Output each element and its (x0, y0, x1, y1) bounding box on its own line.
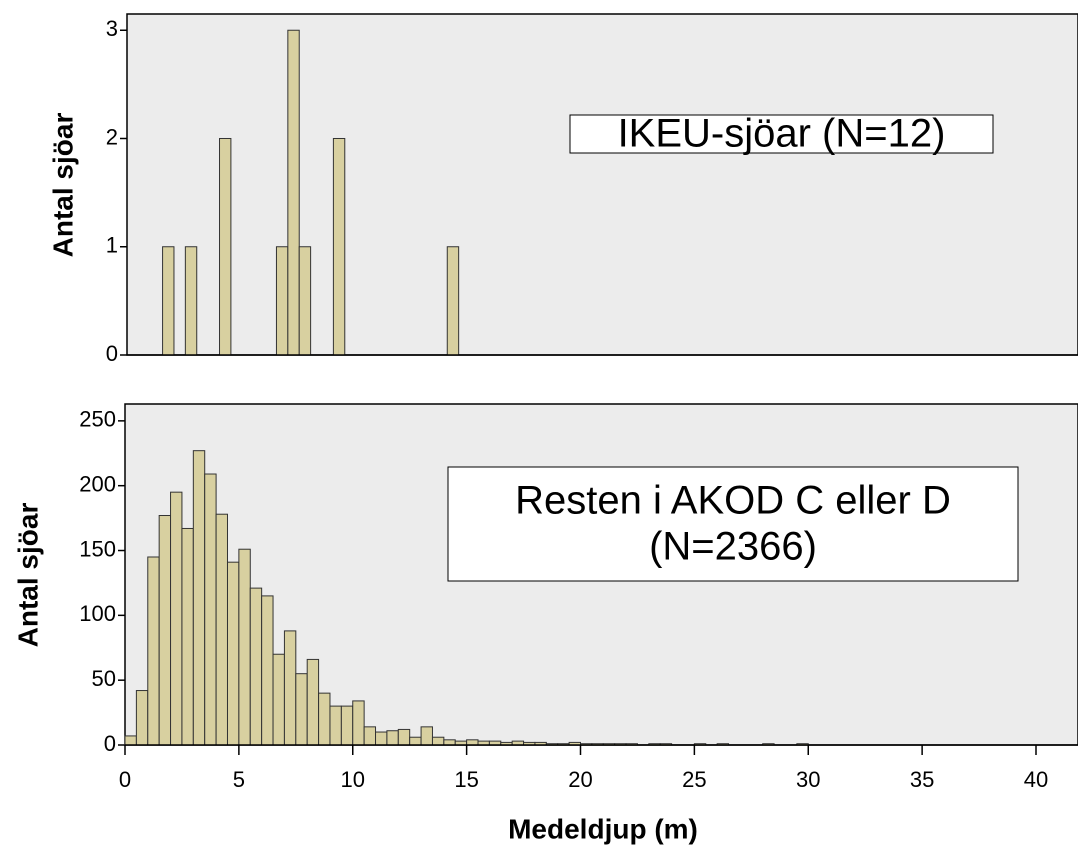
y-tick-label: 1 (106, 233, 118, 258)
x-tick-label: 35 (910, 767, 934, 792)
bar (238, 548, 251, 746)
y-tick-label: 200 (79, 471, 116, 496)
bar (318, 692, 331, 746)
y-tick-label: 2 (106, 124, 118, 149)
bar (283, 630, 297, 746)
annotation-box (569, 114, 994, 154)
bar (295, 673, 308, 746)
y-tick-label: 100 (79, 601, 116, 626)
bar (192, 450, 206, 746)
y-axis-title: Antal sjöar (47, 113, 78, 258)
bar (329, 705, 342, 746)
bar (375, 731, 388, 746)
bar (249, 587, 263, 746)
x-tick-label: 0 (119, 767, 131, 792)
bar (306, 658, 320, 746)
bar (409, 736, 422, 746)
bar (124, 735, 137, 746)
bar (261, 595, 274, 746)
x-tick-label: 15 (454, 767, 478, 792)
bar (443, 739, 456, 746)
bar (397, 728, 411, 746)
plot-area (126, 13, 1078, 356)
x-tick-label: 40 (1024, 767, 1048, 792)
bar (135, 690, 149, 746)
bar (219, 137, 232, 356)
bar (275, 246, 289, 356)
y-axis-title: Antal sjöar (12, 503, 43, 648)
x-tick-label: 20 (568, 767, 592, 792)
y-tick-label: 0 (104, 731, 116, 756)
bar (298, 246, 312, 356)
bar (466, 739, 479, 746)
bar (184, 246, 198, 356)
bar (386, 730, 399, 746)
y-tick-label: 150 (79, 536, 116, 561)
annotation: Resten i AKOD C eller D (515, 479, 951, 523)
bar (420, 726, 433, 746)
bar (431, 736, 445, 746)
bar (340, 705, 354, 746)
x-axis-title: Medeldjup (m) (508, 813, 698, 844)
y-tick-label: 3 (106, 16, 118, 41)
annotation: IKEU-sjöar (N=12) (618, 112, 946, 156)
y-tick-label: 50 (92, 666, 116, 691)
bar (332, 137, 346, 356)
bar (272, 653, 285, 746)
bar (287, 29, 300, 356)
y-tick-label: 0 (106, 341, 118, 366)
x-tick-label: 30 (796, 767, 820, 792)
bar (147, 556, 160, 746)
annotation: (N=2366) (649, 525, 817, 569)
bar (446, 246, 460, 356)
bar (162, 246, 175, 356)
bar (170, 491, 183, 746)
x-tick-label: 10 (341, 767, 365, 792)
bar (226, 561, 240, 746)
x-tick-label: 5 (233, 767, 245, 792)
bar (158, 515, 172, 746)
bar (181, 527, 194, 746)
bar (215, 513, 228, 746)
y-tick-label: 250 (79, 407, 116, 432)
bar (352, 700, 365, 746)
x-tick-label: 25 (682, 767, 706, 792)
annotation-box (447, 466, 1019, 582)
bar (204, 473, 217, 746)
bar (363, 726, 377, 746)
